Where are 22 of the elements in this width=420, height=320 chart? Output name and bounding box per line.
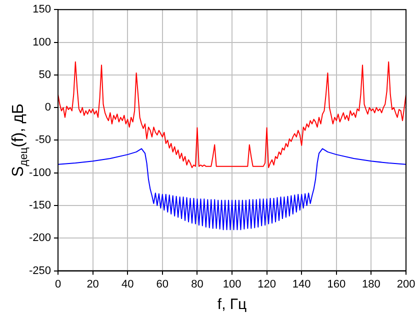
x-tick-label: 140 <box>292 278 311 290</box>
y-tick-label: -250 <box>28 264 52 277</box>
x-tick-label: 20 <box>86 278 99 290</box>
x-tick-label: 40 <box>121 278 134 290</box>
x-tick-label: 180 <box>362 278 380 290</box>
x-tick-label: 200 <box>396 278 416 290</box>
y-tick-label: 150 <box>32 4 52 16</box>
x-axis-title: f, Гц <box>217 296 248 314</box>
y-tick-label: -200 <box>28 232 52 244</box>
y-tick-label: 0 <box>44 102 52 114</box>
y-tick-label: -150 <box>28 200 52 212</box>
y-tick-label: 100 <box>32 36 52 48</box>
x-tick-label: 100 <box>222 278 242 290</box>
x-tick-label: 60 <box>156 278 169 290</box>
y-tick-label: 50 <box>38 68 52 81</box>
x-tick-label: 0 <box>54 278 62 290</box>
x-tick-label: 120 <box>258 278 276 290</box>
y-tick-label: -50 <box>35 134 52 146</box>
x-tick-label: 80 <box>191 278 204 290</box>
y-axis-title: Sдец(f), дБ <box>10 104 30 177</box>
x-tick-label: 160 <box>327 278 346 290</box>
y-tick-label: -100 <box>28 166 52 179</box>
